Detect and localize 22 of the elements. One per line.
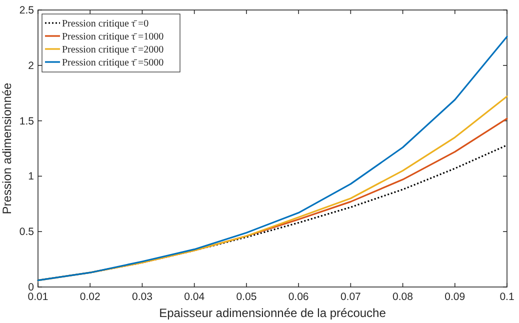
x-tick-label: 0.03 <box>132 291 153 303</box>
legend-label: Pression critique τ̄ =1000 <box>62 32 164 42</box>
y-tick-label: 2 <box>28 60 34 72</box>
x-tick-label: 0.06 <box>288 291 309 303</box>
x-tick-label: 0.01 <box>28 291 48 303</box>
x-tick-label: 0.05 <box>236 291 257 303</box>
legend-label: Pression critique τ̄ =0 <box>62 18 149 30</box>
y-tick-label: 1 <box>28 170 34 183</box>
x-tick-label: 0.09 <box>444 291 466 303</box>
y-tick-label: 0 <box>28 282 34 294</box>
x-tick-label: 0.08 <box>392 291 414 303</box>
x-tick-label: 0.02 <box>80 291 100 303</box>
y-tick-label: 1.5 <box>19 115 34 128</box>
x-tick-label: 0.1 <box>500 291 514 303</box>
x-tick-label: 0.04 <box>184 291 205 303</box>
y-tick-label: 0.5 <box>19 226 34 238</box>
x-tick-label: 0.07 <box>340 291 362 303</box>
legend-label: Pression critique τ̄ =2000 <box>62 44 164 56</box>
legend-label: Pression critique τ̄ =5000 <box>62 58 164 68</box>
x-axis-title: Epaisseur adimensionnée de la précouche <box>159 306 386 320</box>
y-tick-label: 2.5 <box>19 4 34 16</box>
y-axis-title: Pression adimensionnée <box>0 82 14 214</box>
